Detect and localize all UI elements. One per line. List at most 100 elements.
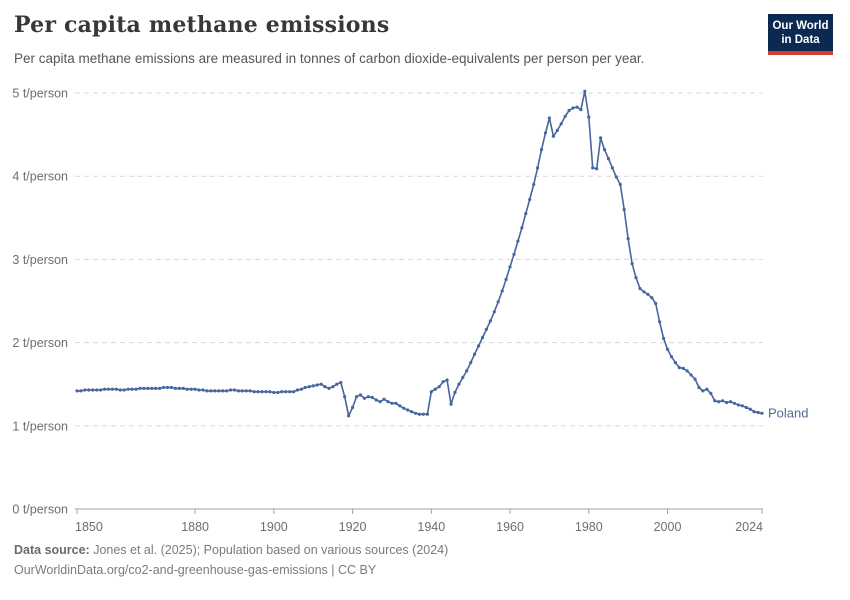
data-point[interactable]	[169, 385, 174, 390]
data-point[interactable]	[736, 403, 741, 407]
data-point[interactable]	[154, 386, 158, 390]
data-point[interactable]	[103, 387, 107, 391]
data-point[interactable]	[374, 398, 378, 402]
data-point[interactable]	[508, 265, 512, 269]
data-point[interactable]	[126, 387, 130, 391]
data-point[interactable]	[469, 361, 473, 365]
data-point[interactable]	[134, 387, 138, 391]
data-point[interactable]	[205, 389, 209, 393]
data-point[interactable]	[756, 410, 760, 415]
data-point[interactable]	[311, 384, 315, 388]
data-point[interactable]	[595, 167, 599, 171]
data-point[interactable]	[693, 377, 697, 381]
data-point[interactable]	[382, 397, 386, 401]
data-point[interactable]	[543, 131, 548, 135]
data-point[interactable]	[181, 386, 185, 390]
data-point[interactable]	[555, 128, 559, 132]
data-point[interactable]	[264, 390, 268, 394]
data-point[interactable]	[288, 390, 292, 394]
data-point[interactable]	[618, 182, 622, 187]
owid-logo[interactable]: Our World in Data	[768, 14, 833, 55]
data-point[interactable]	[106, 387, 111, 391]
data-point[interactable]	[630, 262, 634, 266]
data-point[interactable]	[248, 389, 252, 393]
data-point[interactable]	[433, 387, 437, 391]
data-point[interactable]	[347, 414, 351, 418]
data-point[interactable]	[99, 388, 103, 392]
data-point[interactable]	[315, 383, 319, 387]
data-point[interactable]	[158, 386, 162, 390]
data-point[interactable]	[658, 320, 662, 324]
data-point[interactable]	[697, 385, 701, 390]
data-point[interactable]	[488, 319, 492, 323]
data-point[interactable]	[177, 386, 181, 390]
data-point[interactable]	[536, 166, 540, 170]
data-point[interactable]	[760, 411, 764, 415]
data-point[interactable]	[87, 388, 91, 392]
data-point[interactable]	[669, 355, 674, 359]
data-point[interactable]	[217, 389, 221, 393]
data-point[interactable]	[291, 390, 296, 394]
data-point[interactable]	[410, 410, 414, 414]
data-point[interactable]	[284, 390, 288, 394]
data-point[interactable]	[504, 277, 508, 281]
data-point[interactable]	[457, 382, 461, 386]
data-point[interactable]	[130, 387, 134, 391]
data-point[interactable]	[276, 390, 280, 395]
data-point[interactable]	[524, 212, 528, 216]
data-point[interactable]	[748, 407, 752, 411]
data-point[interactable]	[236, 389, 240, 393]
data-point[interactable]	[654, 301, 658, 306]
data-point[interactable]	[162, 385, 166, 390]
data-point[interactable]	[351, 405, 355, 410]
data-point[interactable]	[142, 386, 146, 390]
data-point[interactable]	[728, 400, 733, 404]
data-point[interactable]	[673, 361, 678, 365]
data-point[interactable]	[414, 411, 418, 415]
data-point[interactable]	[327, 386, 331, 390]
data-point[interactable]	[453, 390, 457, 395]
data-point[interactable]	[425, 412, 429, 416]
data-point[interactable]	[701, 389, 705, 393]
data-point[interactable]	[429, 390, 433, 394]
data-point[interactable]	[532, 182, 536, 187]
data-point[interactable]	[477, 344, 481, 348]
data-point[interactable]	[681, 366, 685, 370]
data-point[interactable]	[335, 382, 339, 386]
data-point[interactable]	[201, 388, 205, 392]
data-point[interactable]	[732, 401, 737, 405]
data-point[interactable]	[378, 400, 382, 404]
data-point[interactable]	[528, 197, 532, 202]
data-point[interactable]	[709, 391, 713, 395]
data-point[interactable]	[626, 237, 630, 241]
data-point[interactable]	[331, 385, 335, 389]
data-point[interactable]	[512, 252, 516, 256]
data-point[interactable]	[650, 296, 654, 300]
data-point[interactable]	[646, 292, 650, 296]
data-point[interactable]	[256, 390, 260, 394]
data-point[interactable]	[547, 116, 552, 120]
data-point[interactable]	[272, 390, 276, 395]
data-point[interactable]	[252, 390, 256, 394]
data-point[interactable]	[449, 402, 453, 406]
data-point[interactable]	[225, 389, 229, 393]
data-point[interactable]	[602, 148, 607, 152]
data-point[interactable]	[740, 404, 744, 408]
data-point[interactable]	[398, 404, 402, 408]
data-point[interactable]	[303, 385, 307, 390]
data-point[interactable]	[500, 289, 504, 293]
data-point[interactable]	[402, 406, 406, 410]
data-point[interactable]	[516, 239, 520, 243]
data-point[interactable]	[520, 226, 524, 230]
data-point[interactable]	[138, 386, 142, 390]
data-point[interactable]	[599, 136, 603, 140]
data-point[interactable]	[587, 115, 591, 119]
data-point[interactable]	[394, 401, 398, 405]
data-point[interactable]	[705, 387, 709, 391]
data-point[interactable]	[725, 400, 729, 405]
data-point[interactable]	[295, 388, 300, 392]
data-point[interactable]	[496, 300, 500, 304]
owid-url-link[interactable]: OurWorldinData.org/co2-and-greenhouse-ga…	[14, 563, 377, 577]
data-point[interactable]	[299, 387, 303, 391]
